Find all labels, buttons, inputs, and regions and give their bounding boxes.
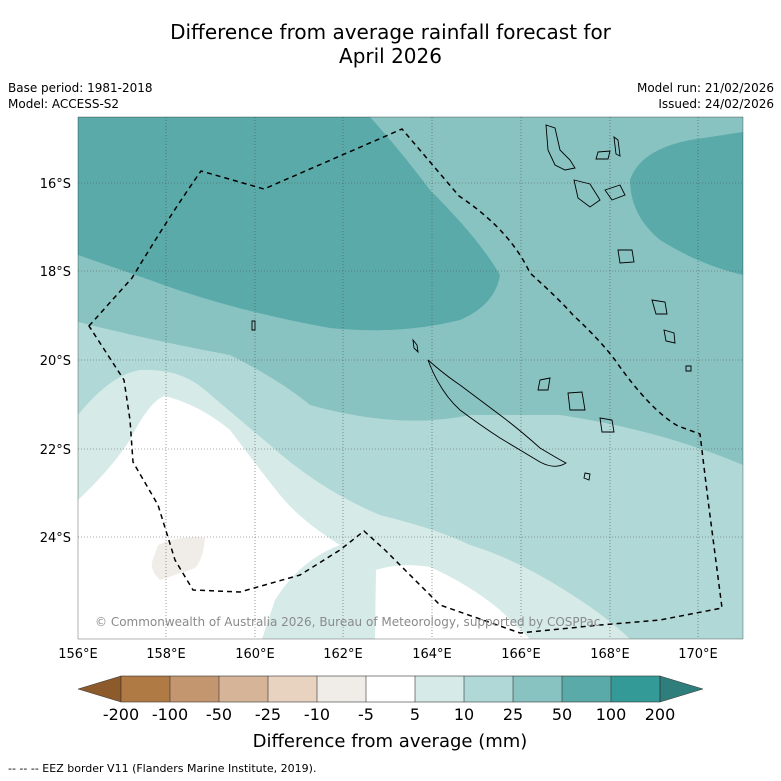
isle-of-pines [583, 472, 591, 481]
tanna-island [663, 329, 676, 344]
new-caledonia-island [427, 359, 567, 467]
band-50-100-east [630, 132, 743, 275]
colorbar-tick-label: -5 [358, 705, 374, 724]
issued-date: Issued: 24/02/2026 [658, 97, 774, 111]
lon-label-166e: 166°E [501, 647, 541, 662]
colorbar-tick-label: 25 [503, 705, 523, 724]
erromango-island [651, 299, 668, 315]
lon-label-156e: 156°E [58, 647, 98, 662]
colorbar-segment [611, 676, 660, 702]
map-frame [77, 116, 744, 640]
ouvea-island [537, 377, 551, 391]
lon-label-162e: 162°E [323, 647, 363, 662]
lon-label-160e: 160°E [235, 647, 275, 662]
colorbar-tick-label: 5 [410, 705, 420, 724]
lon-label-170e: 170°E [678, 647, 718, 662]
model-name: Model: ACCESS-S2 [8, 97, 120, 111]
colorbar-tick-label: -50 [206, 705, 232, 724]
colorbar-segment [562, 676, 611, 702]
lon-label-164e: 164°E [412, 647, 452, 662]
belep-island [412, 338, 419, 354]
colorbar-tick-label: -25 [255, 705, 281, 724]
colorbar-tick-label: 200 [645, 705, 676, 724]
title-line-2: April 2026 [339, 44, 442, 68]
colorbar-segment [464, 676, 513, 702]
maewo-island [613, 136, 621, 157]
efate-island [617, 249, 635, 264]
graticule [78, 117, 743, 639]
lat-label-22s: 22°S [40, 443, 71, 458]
colorbar-tick-label: 10 [454, 705, 474, 724]
latitude-labels: 16°S 18°S 20°S 22°S 24°S [40, 177, 71, 546]
band-near-zero-south [375, 565, 530, 639]
colorbar-segment [513, 676, 562, 702]
model-run: Model run: 21/02/2026 [636, 81, 774, 95]
colorbar-segment [170, 676, 219, 702]
base-period: Base period: 1981-2018 [8, 81, 153, 95]
chesterfield-island [251, 320, 256, 331]
lat-label-24s: 24°S [40, 531, 71, 546]
band-50-100-west [78, 117, 500, 331]
espiritu-santo-island [545, 124, 576, 171]
colorbar-tick-label: -10 [304, 705, 330, 724]
colorbar-title: Difference from average (mm) [253, 731, 528, 752]
malakula-island [573, 179, 601, 208]
title-line-1: Difference from average rainfall forecas… [170, 20, 611, 44]
lat-label-16s: 16°S [40, 177, 71, 192]
copyright-credit: © Commonwealth of Australia 2026, Bureau… [95, 615, 600, 629]
colorbar-segment [268, 676, 317, 702]
colorbar-tick-label: -100 [152, 705, 188, 724]
colorbar-tick-label: -200 [103, 705, 139, 724]
eez-border [88, 128, 723, 634]
band-slightly-dry [151, 537, 205, 580]
epi-island [604, 184, 626, 201]
ambae-island [595, 150, 611, 160]
rainfall-map: © Commonwealth of Australia 2026, Bureau… [78, 117, 743, 639]
colorbar-tick-label: 100 [596, 705, 627, 724]
colorbar-segment [415, 676, 464, 702]
longitude-labels: 156°E 158°E 160°E 162°E 164°E 166°E 168°… [58, 647, 718, 662]
coastlines [251, 124, 692, 481]
colorbar-extend-left [77, 675, 122, 703]
mare-island [599, 417, 615, 433]
colorbar-segment [366, 676, 415, 702]
colorbar-segment [219, 676, 268, 702]
lat-label-20s: 20°S [40, 354, 71, 369]
colorbar-extend-right [659, 675, 704, 703]
colorbar-segment [121, 676, 170, 702]
aneityum-island [685, 365, 692, 372]
eez-footnote: -- -- -- EEZ border V11 (Flanders Marine… [8, 762, 317, 775]
colorbar-tick-label: 50 [552, 705, 572, 724]
band-near-zero-west [78, 396, 340, 639]
lon-label-168e: 168°E [590, 647, 630, 662]
colorbar: -200 -100 -50 -25 -10 -5 5 10 25 50 100 … [77, 675, 704, 752]
lifou-island [567, 391, 586, 411]
colorbar-segment [317, 676, 366, 702]
lat-label-18s: 18°S [40, 265, 71, 280]
lon-label-158e: 158°E [146, 647, 186, 662]
